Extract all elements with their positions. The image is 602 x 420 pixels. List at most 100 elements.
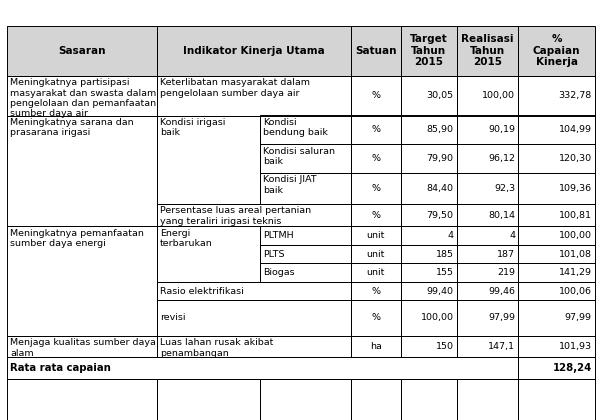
Bar [401,263,457,282]
Text: PLTS: PLTS [263,249,284,259]
Text: 100,81: 100,81 [559,210,592,220]
Text: Sasaran: Sasaran [58,46,106,56]
Text: 96,12: 96,12 [488,154,515,163]
Text: 99,40: 99,40 [427,286,454,296]
Text: Luas lahan rusak akibat
penambangan: Luas lahan rusak akibat penambangan [160,338,273,357]
Text: 99,46: 99,46 [488,286,515,296]
Bar [401,300,457,336]
Bar [457,204,518,226]
Text: Kondisi irigasi
baik: Kondisi irigasi baik [160,118,225,137]
Bar [157,300,351,336]
Text: Energi
terbarukan: Energi terbarukan [160,229,213,248]
Text: 185: 185 [436,249,454,259]
Text: 101,08: 101,08 [559,249,592,259]
Text: 97,99: 97,99 [565,313,592,323]
Bar [518,144,595,173]
Text: Keterlibatan masyarakat dalam
pengelolaan sumber daya air: Keterlibatan masyarakat dalam pengelolaa… [160,78,310,97]
Bar [351,204,401,226]
Text: 85,90: 85,90 [427,125,454,134]
Text: Persentase luas areal pertanian
yang teraliri irigasi teknis: Persentase luas areal pertanian yang ter… [160,206,311,226]
Bar [157,204,351,226]
Bar [518,357,595,379]
Bar [518,26,595,76]
Text: 84,40: 84,40 [427,184,454,193]
Bar [157,26,351,76]
Bar [401,336,457,357]
Text: revisi: revisi [160,313,185,323]
Bar [351,379,401,420]
Bar [157,336,351,357]
Text: %: % [371,313,380,323]
Bar [401,379,457,420]
Text: ha: ha [370,342,382,351]
Text: 100,00: 100,00 [482,91,515,100]
Bar [260,263,351,282]
Bar [351,116,401,144]
Text: Rata rata capaian: Rata rata capaian [10,363,111,373]
Bar [457,173,518,204]
Bar [351,226,401,245]
Bar [401,226,457,245]
Bar [157,26,351,76]
Text: 104,99: 104,99 [559,125,592,134]
Text: PLTMH: PLTMH [263,231,294,240]
Bar [157,379,260,420]
Bar [518,263,595,282]
Text: 90,19: 90,19 [488,125,515,134]
Text: 187: 187 [497,249,515,259]
Bar [7,379,157,420]
Text: 4: 4 [448,231,454,240]
Text: Kondisi
bendung baik: Kondisi bendung baik [263,118,327,137]
Bar [401,116,457,144]
Bar [351,282,401,300]
Text: %: % [371,125,380,134]
Text: 155: 155 [436,268,454,277]
Text: %: % [371,154,380,163]
Bar [518,300,595,336]
Bar [7,26,157,76]
Bar [518,226,595,245]
Bar [457,76,518,116]
Text: 128,24: 128,24 [553,363,592,373]
Text: 100,00: 100,00 [559,231,592,240]
Text: unit: unit [367,268,385,277]
Bar [457,116,518,144]
Bar [7,226,157,336]
Bar [260,379,351,420]
Text: Realisasi
Tahun
2015: Realisasi Tahun 2015 [461,34,514,68]
Text: %: % [371,286,380,296]
Bar [457,379,518,420]
Bar [457,26,518,76]
Bar [401,282,457,300]
Bar [7,116,157,226]
Bar [518,336,595,357]
Text: 4: 4 [509,231,515,240]
Bar [518,282,595,300]
Bar [351,76,401,116]
Bar [157,282,351,300]
Text: 109,36: 109,36 [559,184,592,193]
Bar [401,26,457,76]
Bar [351,144,401,173]
Bar [7,357,518,379]
Text: 147,1: 147,1 [488,342,515,351]
Bar [351,263,401,282]
Bar [351,300,401,336]
Text: Menjaga kualitas sumber daya
alam: Menjaga kualitas sumber daya alam [10,338,156,357]
Text: 80,14: 80,14 [488,210,515,220]
Bar [457,300,518,336]
Text: 332,78: 332,78 [559,91,592,100]
Text: Rasio elektrifikasi: Rasio elektrifikasi [160,286,244,296]
Text: 100,06: 100,06 [559,286,592,296]
Text: 30,05: 30,05 [427,91,454,100]
Bar [518,245,595,263]
Text: 79,50: 79,50 [427,210,454,220]
Text: Meningkatnya sarana dan
prasarana irigasi: Meningkatnya sarana dan prasarana irigas… [10,118,134,137]
Text: Indikator Kinerja Utama: Indikator Kinerja Utama [183,46,325,56]
Bar [457,144,518,173]
Bar [157,76,351,116]
Bar [260,116,351,144]
Text: 219: 219 [497,268,515,277]
Text: Target
Tahun
2015: Target Tahun 2015 [410,34,448,68]
Text: Meningkatnya pemanfaatan
sumber daya energi: Meningkatnya pemanfaatan sumber daya ene… [10,229,144,248]
